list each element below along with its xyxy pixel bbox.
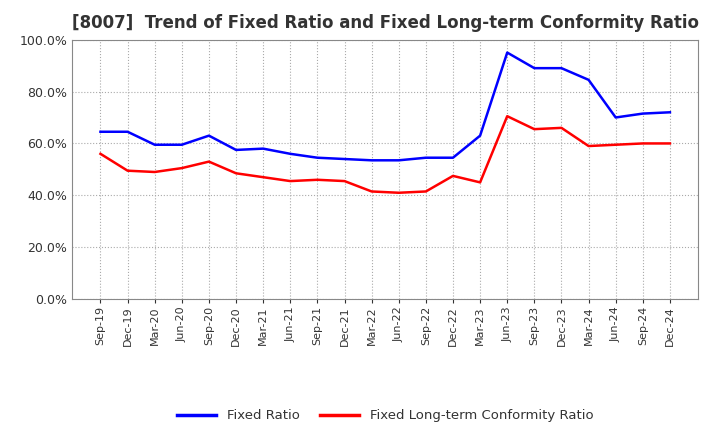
Fixed Long-term Conformity Ratio bbox=[286, 179, 294, 184]
Fixed Ratio bbox=[395, 158, 403, 163]
Fixed Ratio bbox=[611, 115, 620, 120]
Fixed Long-term Conformity Ratio bbox=[123, 168, 132, 173]
Fixed Long-term Conformity Ratio bbox=[232, 171, 240, 176]
Fixed Long-term Conformity Ratio bbox=[557, 125, 566, 131]
Fixed Ratio bbox=[449, 155, 457, 160]
Fixed Ratio bbox=[150, 142, 159, 147]
Fixed Ratio bbox=[232, 147, 240, 153]
Fixed Long-term Conformity Ratio bbox=[503, 114, 511, 119]
Fixed Long-term Conformity Ratio bbox=[476, 180, 485, 185]
Fixed Ratio bbox=[178, 142, 186, 147]
Fixed Long-term Conformity Ratio bbox=[665, 141, 674, 146]
Fixed Ratio bbox=[286, 151, 294, 157]
Fixed Long-term Conformity Ratio bbox=[449, 173, 457, 179]
Fixed Ratio bbox=[367, 158, 376, 163]
Fixed Ratio bbox=[584, 77, 593, 82]
Fixed Ratio bbox=[530, 66, 539, 71]
Fixed Long-term Conformity Ratio bbox=[96, 151, 105, 157]
Fixed Ratio bbox=[421, 155, 430, 160]
Line: Fixed Long-term Conformity Ratio: Fixed Long-term Conformity Ratio bbox=[101, 116, 670, 193]
Fixed Ratio bbox=[313, 155, 322, 160]
Fixed Long-term Conformity Ratio bbox=[178, 165, 186, 171]
Line: Fixed Ratio: Fixed Ratio bbox=[101, 52, 670, 160]
Fixed Long-term Conformity Ratio bbox=[259, 175, 268, 180]
Fixed Ratio bbox=[665, 110, 674, 115]
Fixed Long-term Conformity Ratio bbox=[530, 127, 539, 132]
Fixed Ratio bbox=[341, 156, 349, 161]
Fixed Ratio bbox=[639, 111, 647, 116]
Fixed Ratio bbox=[204, 133, 213, 138]
Fixed Ratio bbox=[96, 129, 105, 134]
Fixed Ratio bbox=[503, 50, 511, 55]
Fixed Ratio bbox=[259, 146, 268, 151]
Fixed Ratio bbox=[557, 66, 566, 71]
Fixed Long-term Conformity Ratio bbox=[367, 189, 376, 194]
Fixed Long-term Conformity Ratio bbox=[395, 190, 403, 195]
Fixed Long-term Conformity Ratio bbox=[584, 143, 593, 149]
Fixed Long-term Conformity Ratio bbox=[421, 189, 430, 194]
Fixed Long-term Conformity Ratio bbox=[639, 141, 647, 146]
Fixed Long-term Conformity Ratio bbox=[341, 179, 349, 184]
Fixed Long-term Conformity Ratio bbox=[204, 159, 213, 164]
Fixed Long-term Conformity Ratio bbox=[611, 142, 620, 147]
Legend: Fixed Ratio, Fixed Long-term Conformity Ratio: Fixed Ratio, Fixed Long-term Conformity … bbox=[171, 404, 599, 428]
Fixed Ratio bbox=[123, 129, 132, 134]
Fixed Long-term Conformity Ratio bbox=[150, 169, 159, 175]
Fixed Long-term Conformity Ratio bbox=[313, 177, 322, 183]
Fixed Ratio bbox=[476, 133, 485, 138]
Title: [8007]  Trend of Fixed Ratio and Fixed Long-term Conformity Ratio: [8007] Trend of Fixed Ratio and Fixed Lo… bbox=[72, 15, 698, 33]
